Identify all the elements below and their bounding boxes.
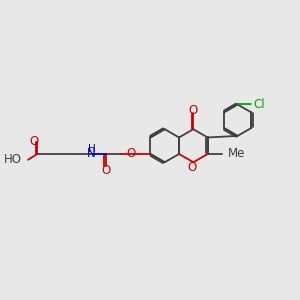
Text: Cl: Cl — [253, 98, 265, 111]
Text: N: N — [87, 148, 96, 160]
Text: O: O — [188, 160, 197, 174]
Text: O: O — [189, 103, 198, 117]
Text: H: H — [88, 144, 96, 154]
Text: Me: Me — [228, 148, 245, 160]
Text: O: O — [101, 164, 110, 177]
Text: HO: HO — [4, 153, 22, 166]
Text: O: O — [29, 135, 38, 148]
Text: O: O — [127, 148, 136, 160]
